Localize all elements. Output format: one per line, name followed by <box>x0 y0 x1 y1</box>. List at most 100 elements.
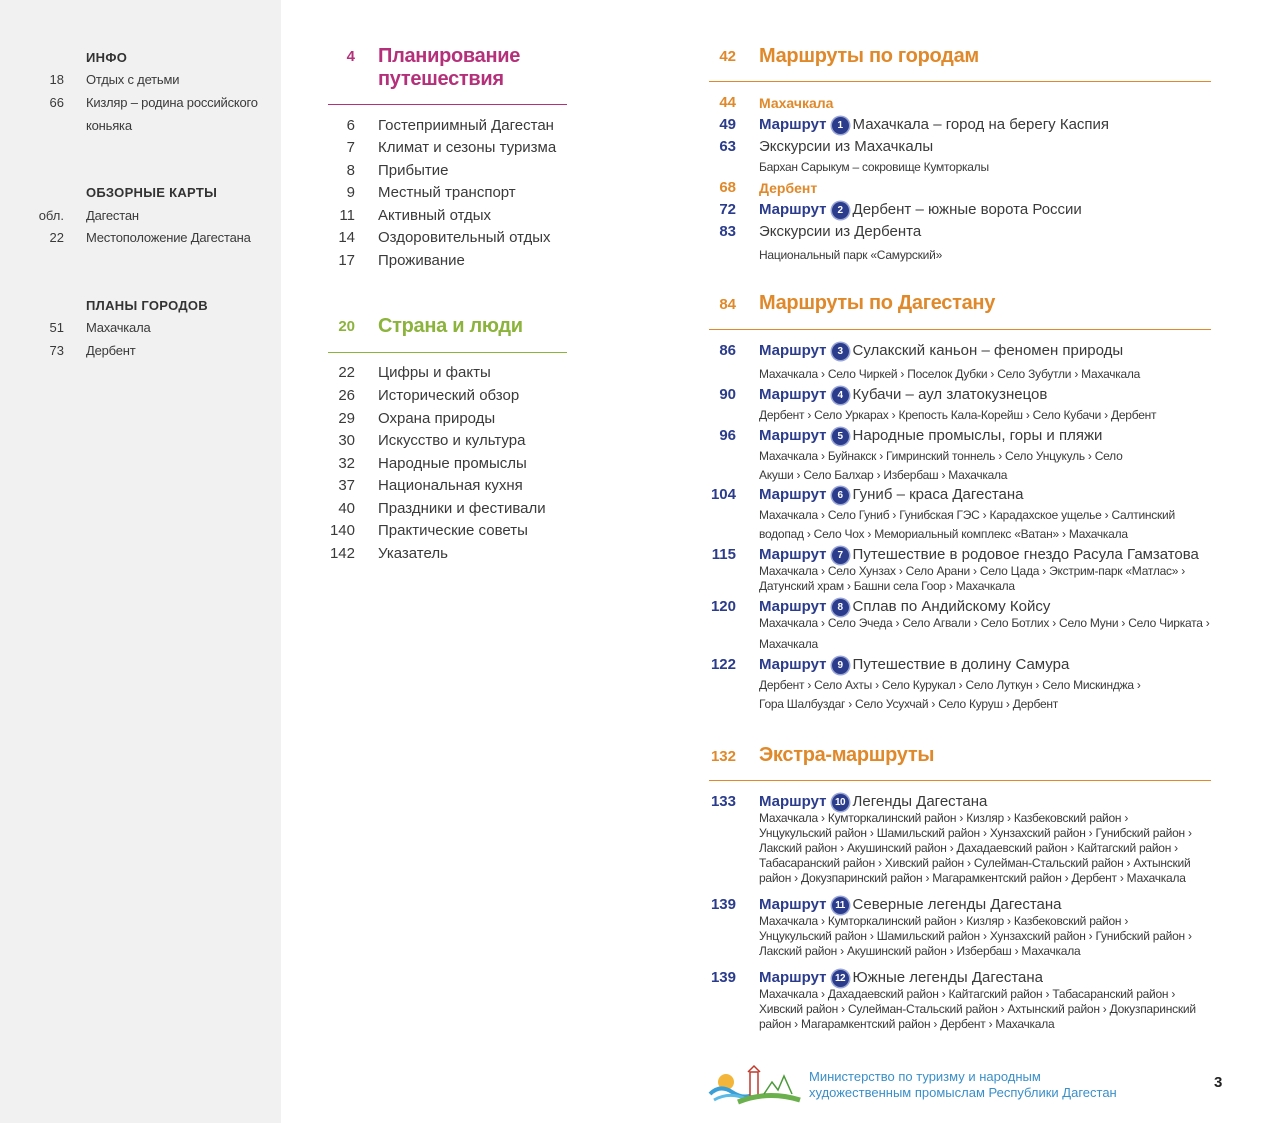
route-title: Народные промыслы, горы и пляжи <box>852 427 1103 444</box>
page-number: 49 <box>719 116 736 133</box>
route-number-badge: 11 <box>831 897 849 914</box>
toc-link[interactable]: Цифры и факты <box>378 364 491 381</box>
section-page-number: 42 <box>719 48 736 65</box>
toc-link[interactable]: Местоположение Дагестана <box>86 230 251 245</box>
route-entry[interactable]: Маршрут 11 Северные легенды Дагестана <box>759 895 1061 915</box>
section-heading-maps: ОБЗОРНЫЕ КАРТЫ <box>86 185 218 200</box>
section-heading-city-routes[interactable]: Маршруты по городам <box>759 45 979 67</box>
route-stops: Махачкала › Село Гуниб › Гунибская ГЭС ›… <box>759 508 1175 522</box>
route-title: Путешествие в родовое гнездо Расула Гамз… <box>852 546 1199 563</box>
route-stops: Лакский район › Акушинский район › Избер… <box>759 944 1081 958</box>
toc-link[interactable]: Кизляр – родина российского <box>86 95 258 110</box>
section-heading-city-plans: ПЛАНЫ ГОРОДОВ <box>86 298 208 313</box>
route-stops: водопад › Село Чох › Мемориальный компле… <box>759 527 1128 541</box>
route-number-badge: 6 <box>831 487 849 504</box>
route-number-badge: 3 <box>831 343 849 360</box>
ministry-name: Министерство по туризму и народным <box>809 1069 1041 1084</box>
route-entry[interactable]: Маршрут 7 Путешествие в родовое гнездо Рас… <box>759 545 1199 565</box>
route-title: Сплав по Андийскому Койсу <box>852 598 1051 615</box>
toc-link[interactable]: Дербент <box>86 343 136 358</box>
toc-link[interactable]: Исторический обзор <box>378 387 520 404</box>
ministry-logo <box>708 1064 801 1105</box>
page-number: 37 <box>338 477 355 494</box>
route-entry[interactable]: Маршрут 9 Путешествие в долину Самура <box>759 655 1069 675</box>
page-number: 140 <box>329 522 355 539</box>
route-entry[interactable]: Маршрут 2 Дербент – южные ворота России <box>759 200 1082 220</box>
route-label: Маршрут <box>759 598 827 615</box>
page-number: 63 <box>719 138 736 155</box>
route-entry[interactable]: Маршрут 4 Кубачи – аул златокузнецов <box>759 385 1047 405</box>
route-stops: Унцукульский район › Шамильский район › … <box>759 826 1192 840</box>
route-entry[interactable]: Маршрут 5 Народные промыслы, горы и пляжи <box>759 426 1102 446</box>
toc-link[interactable]: Активный отдых <box>378 207 491 224</box>
route-label: Маршрут <box>759 546 827 563</box>
route-title: Северные легенды Дагестана <box>852 896 1062 913</box>
route-entry[interactable]: Маршрут 12 Южные легенды Дагестана <box>759 968 1043 988</box>
section-heading-planning-cont[interactable]: путешествия <box>378 68 504 90</box>
toc-subtitle: Бархан Сарыкум – сокровище Кумторкалы <box>759 160 989 174</box>
toc-link[interactable]: Указатель <box>378 545 448 562</box>
route-stops: Махачкала › Село Эчеда › Село Агвали › С… <box>759 616 1210 630</box>
toc-link[interactable]: Местный транспорт <box>378 184 516 201</box>
toc-link[interactable]: Оздоровительный отдых <box>378 229 551 246</box>
toc-link[interactable]: Проживание <box>378 252 465 269</box>
toc-link[interactable]: Дагестан <box>86 208 139 223</box>
toc-link[interactable]: Экскурсии из Махачкалы <box>759 138 934 155</box>
route-entry[interactable]: Маршрут 10 Легенды Дагестана <box>759 792 987 812</box>
route-entry[interactable]: Маршрут 3 Сулакский каньон – феномен приро… <box>759 341 1123 361</box>
section-page-number: 132 <box>710 748 736 765</box>
route-number-badge: 8 <box>831 599 849 616</box>
route-number-badge: 2 <box>831 202 849 219</box>
route-title: Легенды Дагестана <box>852 793 988 810</box>
toc-link[interactable]: Гостеприимный Дагестан <box>378 117 554 134</box>
toc-link[interactable]: Праздники и фестивали <box>378 500 546 517</box>
route-stops: Лакский район › Акушинский район › Дахад… <box>759 841 1178 855</box>
toc-link[interactable]: Охрана природы <box>378 410 496 427</box>
section-heading-planning[interactable]: Планирование <box>378 45 521 67</box>
city-heading-makhachkala[interactable]: Махачкала <box>759 95 834 111</box>
toc-link[interactable]: Махачкала <box>86 320 151 335</box>
section-heading-country[interactable]: Страна и люди <box>378 315 523 337</box>
section-heading-extra-routes[interactable]: Экстра-маршруты <box>759 744 935 766</box>
route-title: Кубачи – аул златокузнецов <box>852 386 1048 403</box>
route-stops: Махачкала <box>759 637 818 651</box>
route-title: Южные легенды Дагестана <box>852 969 1044 986</box>
page-number: 14 <box>338 229 355 246</box>
route-title: Гуниб – краса Дагестана <box>852 486 1024 503</box>
sidebar <box>0 0 281 1123</box>
city-heading-derbent[interactable]: Дербент <box>759 180 818 196</box>
page-number: 115 <box>711 546 736 563</box>
section-heading-dagestan-routes[interactable]: Маршруты по Дагестану <box>759 292 996 314</box>
page-number: 86 <box>719 342 736 359</box>
page-number: 120 <box>710 598 736 615</box>
route-stops: Махачкала › Село Чиркей › Поселок Дубки … <box>759 367 1141 381</box>
page-number: 18 <box>49 72 64 87</box>
route-stops: район › Магарамкентский район › Дербент … <box>759 1017 1055 1031</box>
section-page-number: 4 <box>346 48 355 65</box>
page-number: 133 <box>710 793 736 810</box>
route-title: Дербент – южные ворота России <box>852 201 1082 218</box>
toc-link[interactable]: Национальная кухня <box>378 477 523 494</box>
toc-link[interactable]: Искусство и культура <box>378 432 526 449</box>
page-number: 104 <box>710 486 736 503</box>
route-title: Сулакский каньон – феномен природы <box>852 342 1124 359</box>
toc-link[interactable]: Прибытие <box>378 162 449 179</box>
route-label: Маршрут <box>759 793 827 810</box>
route-stops: Махачкала › Село Хунзах › Село Арани › С… <box>759 564 1186 578</box>
toc-link[interactable]: Отдых с детьми <box>86 72 180 87</box>
route-entry[interactable]: Маршрут 1 Махачкала – город на берегу Касп… <box>759 115 1109 135</box>
toc-link[interactable]: Народные промыслы <box>378 455 527 472</box>
page-number: 139 <box>710 969 736 986</box>
route-entry[interactable]: Маршрут 8 Сплав по Андийскому Койсу <box>759 597 1050 617</box>
toc-link[interactable]: Климат и сезоны туризма <box>378 139 557 156</box>
toc-link-cont[interactable]: коньяка <box>86 118 132 133</box>
page-number: 22 <box>338 364 355 381</box>
page-number: 44 <box>719 94 736 111</box>
page-number: 66 <box>49 95 64 110</box>
divider <box>709 329 1211 330</box>
route-label: Маршрут <box>759 201 827 218</box>
route-entry[interactable]: Маршрут 6 Гуниб – краса Дагестана <box>759 485 1024 505</box>
toc-link[interactable]: Экскурсии из Дербента <box>759 223 922 240</box>
toc-link[interactable]: Практические советы <box>378 522 528 539</box>
route-stops: Акуши › Село Балхар › Избербаш › Махачка… <box>759 468 1008 482</box>
